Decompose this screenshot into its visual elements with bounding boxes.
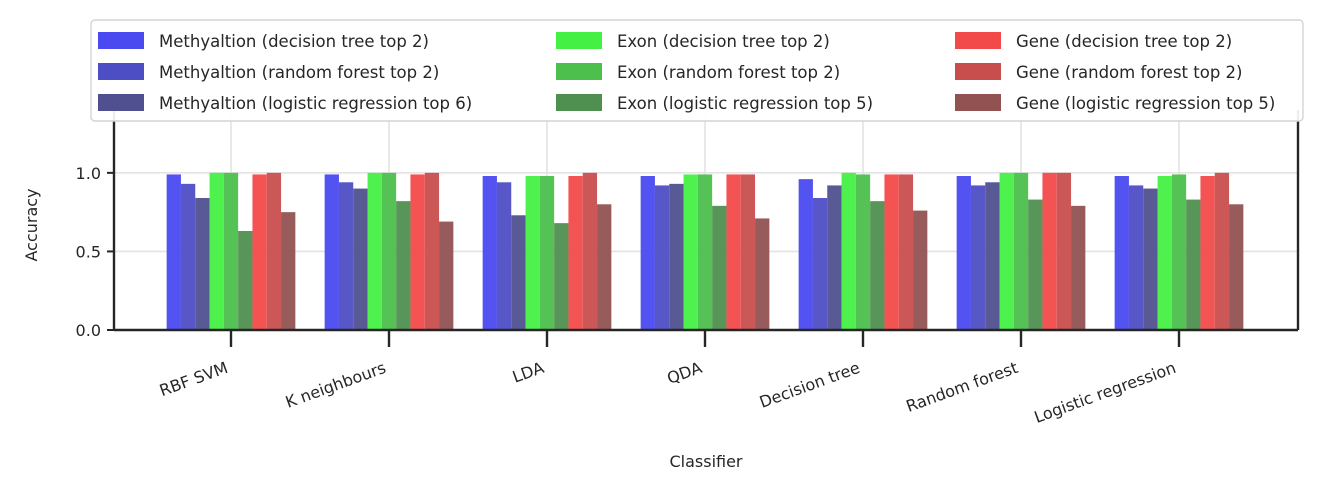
- bar: [597, 204, 612, 330]
- bar: [353, 188, 368, 330]
- legend-label: Exon (random forest top 2): [617, 63, 840, 82]
- bar: [726, 174, 741, 330]
- bar: [511, 215, 526, 330]
- bar: [238, 231, 253, 330]
- legend-swatch: [556, 63, 602, 80]
- x-tick-label: QDA: [664, 358, 704, 388]
- bar: [712, 205, 727, 330]
- bar: [1157, 176, 1172, 330]
- legend-swatch: [955, 32, 1001, 49]
- x-tick-label: K neighbours: [283, 358, 388, 412]
- bar: [1200, 176, 1215, 330]
- bar: [209, 172, 224, 330]
- bar: [898, 174, 914, 330]
- x-tick-label: LDA: [510, 358, 547, 387]
- legend-swatch: [556, 32, 602, 49]
- legend-swatch: [98, 94, 144, 111]
- x-tick-label: Random forest: [904, 358, 1021, 416]
- bar: [884, 174, 899, 330]
- bar: [381, 172, 397, 330]
- legend-swatch: [556, 94, 602, 111]
- bar: [439, 221, 454, 330]
- bar: [855, 174, 871, 330]
- bar: [812, 198, 828, 330]
- bar: [180, 183, 196, 330]
- x-ticks: RBF SVM K neighbours LDA QDA Decision tree Ra…: [157, 330, 1181, 427]
- bar: [956, 176, 971, 330]
- bar: [554, 223, 569, 330]
- bar: [740, 174, 756, 330]
- bar: [913, 210, 928, 330]
- bar: [396, 201, 411, 330]
- bar: [410, 174, 425, 330]
- bars: [166, 172, 1244, 330]
- y-tick-label: 1.0: [76, 164, 101, 183]
- bar: [999, 172, 1014, 330]
- legend-label: Gene (decision tree top 2): [1016, 32, 1232, 51]
- bar: [424, 172, 440, 330]
- bar: [1028, 199, 1043, 330]
- bar: [970, 185, 986, 330]
- legend-swatch: [955, 94, 1001, 111]
- bar: [223, 172, 239, 330]
- legend-label: Methyaltion (logistic regression top 6): [159, 94, 472, 113]
- bar: [1013, 172, 1029, 330]
- bar: [1171, 174, 1187, 330]
- bar: [338, 182, 354, 330]
- y-tick-label: 0.0: [76, 321, 101, 340]
- bar: [496, 182, 512, 330]
- bar: [539, 176, 555, 330]
- bar: [1128, 185, 1144, 330]
- legend-swatch: [98, 63, 144, 80]
- x-axis-label: Classifier: [669, 452, 742, 471]
- bar: [1229, 204, 1244, 330]
- bar: [798, 179, 813, 330]
- bar: [640, 176, 655, 330]
- bar: [654, 185, 670, 330]
- bar: [683, 174, 698, 330]
- y-tick-label: 0.5: [76, 242, 101, 261]
- bar: [841, 172, 856, 330]
- bar: [324, 174, 339, 330]
- legend-label: Methyaltion (random forest top 2): [159, 63, 439, 82]
- x-tick-label: Logistic regression: [1032, 358, 1179, 427]
- bar: [582, 172, 598, 330]
- bar: [985, 182, 1000, 330]
- legend-label: Gene (random forest top 2): [1016, 63, 1242, 82]
- x-tick-label: RBF SVM: [157, 358, 230, 400]
- bar: [697, 174, 713, 330]
- bar: [525, 176, 540, 330]
- y-ticks: 0.0 0.5 1.0: [76, 164, 114, 340]
- bar: [367, 172, 382, 330]
- bar: [281, 212, 296, 330]
- legend-label: Methyaltion (decision tree top 2): [159, 32, 429, 51]
- bar: [1114, 176, 1129, 330]
- bar: [1143, 188, 1158, 330]
- legend-label: Exon (decision tree top 2): [617, 32, 830, 51]
- bar: [1056, 172, 1072, 330]
- bar: [669, 183, 684, 330]
- legend-swatch: [98, 32, 144, 49]
- bar: [266, 172, 282, 330]
- bar: [195, 198, 210, 330]
- bar: [252, 174, 267, 330]
- bar: [166, 174, 181, 330]
- x-tick-label: Decision tree: [757, 358, 863, 412]
- bar: [1071, 205, 1086, 330]
- bar: [827, 185, 842, 330]
- bar: [1186, 199, 1201, 330]
- bar: [482, 176, 497, 330]
- legend-swatch: [955, 63, 1001, 80]
- legend: Methyaltion (decision tree top 2) Methyal…: [90, 19, 1304, 122]
- legend-label: Gene (logistic regression top 5): [1016, 94, 1275, 113]
- bar: [568, 176, 583, 330]
- bar: [755, 218, 770, 330]
- legend-label: Exon (logistic regression top 5): [617, 94, 873, 113]
- y-axis-label: Accuracy: [22, 188, 41, 261]
- bar: [870, 201, 885, 330]
- bar: [1042, 172, 1057, 330]
- bar: [1214, 172, 1230, 330]
